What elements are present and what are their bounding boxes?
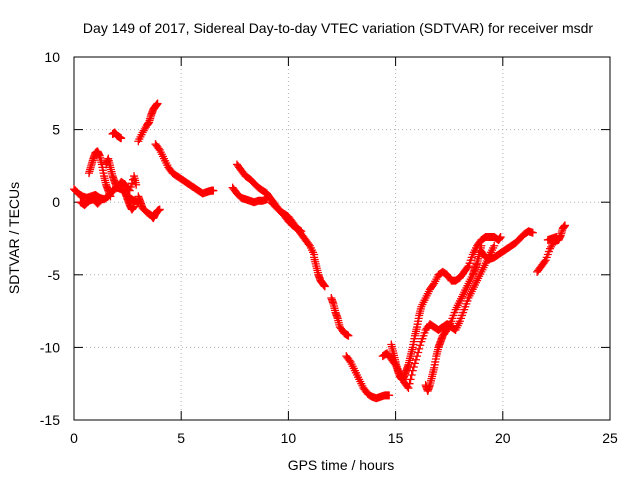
data-point bbox=[106, 192, 115, 201]
data-point bbox=[406, 375, 415, 384]
y-tick-label: 10 bbox=[44, 49, 60, 65]
data-point bbox=[130, 202, 139, 211]
series-seg18 bbox=[421, 241, 486, 395]
data-point bbox=[411, 355, 420, 364]
y-tick-label: -5 bbox=[48, 267, 61, 283]
y-tick-label: 0 bbox=[52, 194, 60, 210]
data-point bbox=[407, 370, 416, 379]
data-point bbox=[96, 196, 105, 205]
series-seg21 bbox=[543, 233, 561, 244]
data-point bbox=[540, 257, 549, 266]
data-point bbox=[416, 341, 425, 350]
data-point bbox=[97, 195, 106, 204]
data-point bbox=[490, 241, 499, 250]
data-point bbox=[125, 186, 134, 195]
series-seg13 bbox=[310, 253, 329, 291]
series-seg12 bbox=[267, 198, 306, 236]
series-seg4 bbox=[102, 154, 141, 195]
series-seg3 bbox=[85, 147, 115, 201]
data-point bbox=[126, 182, 135, 191]
data-point bbox=[117, 134, 126, 143]
y-axis-label: SDTVAR / TECUs bbox=[6, 182, 22, 294]
data-point bbox=[410, 359, 419, 368]
series-seg14 bbox=[327, 294, 353, 340]
y-tick-labels: -15 -10 -5 0 5 10 bbox=[40, 49, 60, 428]
series-seg9 bbox=[151, 140, 218, 198]
data-point bbox=[414, 348, 423, 357]
series-seg20 bbox=[533, 221, 569, 276]
data-point bbox=[155, 205, 164, 214]
data-point bbox=[405, 379, 414, 388]
data-points bbox=[70, 99, 569, 403]
series-seg8 bbox=[134, 99, 162, 146]
series-seg15 bbox=[342, 352, 394, 403]
y-tick-label: 5 bbox=[52, 122, 60, 138]
data-point bbox=[132, 180, 141, 189]
data-point bbox=[385, 391, 394, 400]
data-point bbox=[320, 282, 329, 291]
x-tick-label: 20 bbox=[495, 430, 511, 446]
data-point bbox=[463, 263, 472, 272]
x-tick-label: 25 bbox=[602, 430, 618, 446]
x-tick-labels: 0 5 10 15 20 25 bbox=[70, 430, 618, 446]
series-seg7 bbox=[134, 192, 164, 223]
series-seg5 bbox=[108, 128, 126, 143]
series-seg19 bbox=[477, 227, 537, 263]
data-point bbox=[408, 366, 417, 375]
plot-frame bbox=[73, 56, 611, 421]
data-point bbox=[409, 363, 418, 372]
data-point bbox=[404, 384, 413, 393]
data-point bbox=[496, 233, 505, 242]
x-tick-label: 5 bbox=[177, 430, 185, 446]
data-point bbox=[413, 352, 422, 361]
data-point bbox=[528, 228, 537, 237]
data-point bbox=[344, 331, 353, 340]
data-point bbox=[209, 186, 218, 195]
x-axis-label: GPS time / hours bbox=[288, 457, 395, 473]
x-tick-label: 15 bbox=[388, 430, 404, 446]
data-point bbox=[415, 344, 424, 353]
chart-title: Day 149 of 2017, Sidereal Day-to-day VTE… bbox=[83, 20, 593, 36]
data-point bbox=[297, 227, 306, 236]
y-tick-label: -10 bbox=[40, 339, 60, 355]
grid bbox=[74, 57, 610, 420]
series-seg2 bbox=[76, 195, 106, 210]
series-seg10 bbox=[228, 183, 271, 207]
data-point bbox=[296, 226, 305, 235]
series-seg6 bbox=[121, 189, 139, 214]
data-point bbox=[552, 233, 561, 242]
y-tick-label: -15 bbox=[40, 412, 60, 428]
data-point bbox=[153, 99, 162, 108]
x-tick-label: 0 bbox=[70, 430, 78, 446]
x-tick-label: 10 bbox=[281, 430, 297, 446]
data-point bbox=[560, 221, 569, 230]
